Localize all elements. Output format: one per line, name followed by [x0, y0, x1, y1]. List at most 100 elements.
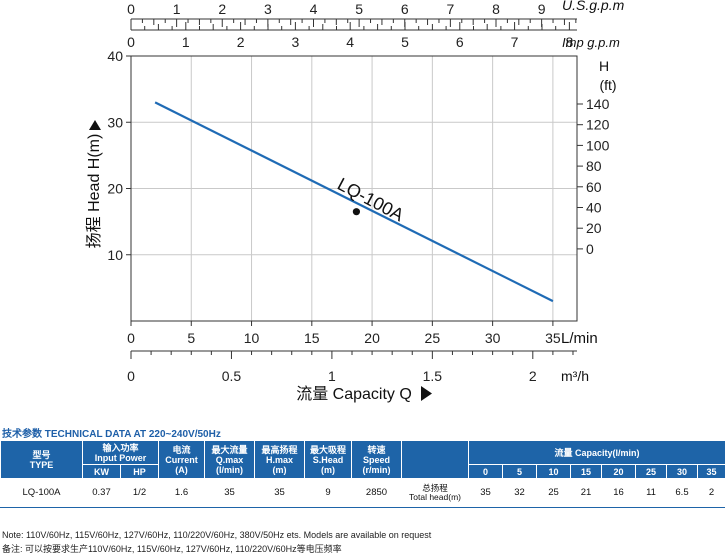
y2-tick-label: 80 — [586, 158, 602, 174]
kw-header: KW — [82, 464, 121, 479]
impgpm-axis-label: Imp g.p.m — [562, 35, 620, 50]
usgpm-tick-label: 8 — [492, 1, 500, 17]
cap-col-25: 25 — [635, 464, 667, 479]
qmax-cn: 最大流量 — [211, 444, 248, 455]
hp-cell: 1/2 — [120, 478, 159, 508]
hmax-en: H.max — [265, 454, 293, 465]
y2-tick-label: 60 — [586, 179, 602, 195]
speed-unit: (r/min) — [362, 464, 391, 475]
impgpm-tick-label: 4 — [346, 34, 354, 50]
qmax-cell: 35 — [204, 478, 255, 508]
x-tick-label: 25 — [425, 330, 441, 346]
technical-data-title: 技术参数 TECHNICAL DATA AT 220~240V/50Hz — [2, 429, 221, 440]
y2-tick-label: 0 — [586, 241, 594, 257]
current-unit: (A) — [175, 464, 188, 475]
y2-axis-title-ft: (ft) — [599, 77, 616, 93]
usgpm-tick-label: 3 — [264, 1, 272, 17]
usgpm-axis-label: U.S.g.p.m — [562, 0, 625, 13]
y2-tick-label: 20 — [586, 220, 602, 236]
total-head-cell: 总扬程 Total head(m) — [401, 478, 469, 508]
m3h-tick-label: 2 — [529, 368, 537, 384]
cap-col-10: 10 — [536, 464, 571, 479]
m3h-axis-label: m³/h — [561, 368, 589, 384]
x-tick-label: 20 — [364, 330, 380, 346]
kw-cell: 0.37 — [82, 478, 121, 508]
m3h-tick-label: 0.5 — [222, 368, 242, 384]
impgpm-tick-label: 3 — [291, 34, 299, 50]
impgpm-tick-label: 0 — [127, 34, 135, 50]
hmax-unit: (m) — [272, 464, 287, 475]
impgpm-tick-label: 2 — [237, 34, 245, 50]
input-power-en: Input Power — [94, 452, 147, 463]
shead-cn: 最大吸程 — [309, 444, 346, 455]
input-power-header: 输入功率 Input Power — [82, 440, 159, 465]
y2-tick-label: 100 — [586, 137, 610, 153]
head-cell-5: 32 — [502, 478, 537, 508]
head-cell-10: 25 — [536, 478, 571, 508]
type-header-cn: 型号 — [32, 449, 51, 460]
head-cell-30: 6.5 — [666, 478, 698, 508]
table-row: LQ-100A 0.37 1/2 1.6 35 35 9 2850 总扬程 To… — [0, 478, 725, 508]
usgpm-tick-label: 9 — [538, 1, 546, 17]
type-header-en: TYPE — [29, 459, 54, 470]
y-tick-label: 30 — [107, 114, 123, 130]
impgpm-tick-label: 5 — [401, 34, 409, 50]
chart-series — [154, 101, 554, 303]
impgpm-tick-label: 6 — [456, 34, 464, 50]
qmax-en: Q.max — [215, 454, 244, 465]
marked-point — [352, 208, 361, 216]
cap-col-0: 0 — [468, 464, 503, 479]
impgpm-tick-label: 7 — [511, 34, 519, 50]
head-cell-35: 2 — [696, 478, 725, 508]
usgpm-tick-label: 5 — [355, 1, 363, 17]
qmax-header: 最大流量 Q.max (l/min) — [204, 440, 255, 479]
speed-cn: 转速 — [367, 444, 386, 455]
speed-en: Speed — [362, 454, 390, 465]
shead-header: 最大吸程 S.Head (m) — [304, 440, 352, 479]
m3h-tick-label: 1 — [328, 368, 336, 384]
impgpm-tick-label: 8 — [565, 34, 573, 50]
cap-col-35: 35 — [696, 464, 725, 479]
usgpm-tick-label: 1 — [173, 1, 181, 17]
shead-cell: 9 — [304, 478, 352, 508]
type-cell: LQ-100A — [0, 478, 83, 508]
current-cn: 电流 — [172, 444, 191, 455]
series-line-lq-100a — [154, 101, 554, 303]
x-tick-label: 10 — [244, 330, 260, 346]
head-cell-25: 11 — [635, 478, 667, 508]
y2-axis-title-h: H — [599, 58, 609, 74]
capacity-arrow-icon — [421, 386, 432, 401]
y-tick-label: 10 — [107, 247, 123, 263]
type-header: 型号 TYPE — [0, 440, 83, 479]
note-english: Note: 110V/60Hz, 115V/60Hz, 127V/60Hz, 1… — [2, 530, 432, 540]
m3h-tick-label: 0 — [127, 368, 135, 384]
series-label: LQ-100A — [334, 174, 407, 225]
impgpm-tick-label: 1 — [182, 34, 190, 50]
note-chinese: 备注: 可以按要求生产110V/60Hz, 115V/60Hz, 127V/60… — [2, 544, 342, 554]
usgpm-tick-label: 6 — [401, 1, 409, 17]
cap-col-30: 30 — [666, 464, 698, 479]
speed-header: 转速 Speed (r/min) — [351, 440, 402, 479]
current-cell: 1.6 — [158, 478, 205, 508]
head-cell-20: 16 — [601, 478, 636, 508]
qmax-unit: (l/min) — [216, 464, 243, 475]
cap-col-5: 5 — [502, 464, 537, 479]
capacity-header: 流量 Capacity(l/min) — [467, 440, 725, 465]
hmax-cn: 最高扬程 — [261, 444, 298, 455]
x-tick-label: 35 — [545, 330, 561, 346]
y-axis-title: 扬程 Head H(m) — [85, 134, 103, 249]
hp-header: HP — [120, 464, 159, 479]
blank-header — [401, 440, 469, 479]
y2-tick-label: 40 — [586, 200, 602, 216]
usgpm-tick-label: 4 — [310, 1, 318, 17]
x-tick-label: 30 — [485, 330, 501, 346]
y-tick-label: 20 — [107, 181, 123, 197]
shead-en: S.Head — [312, 454, 344, 465]
x-tick-label: 0 — [127, 330, 135, 346]
m3h-tick-label: 1.5 — [423, 368, 443, 384]
y2-tick-label: 140 — [586, 96, 610, 112]
total-head-cn: 总扬程 — [422, 483, 448, 493]
y2-tick-label: 120 — [586, 117, 610, 133]
lmin-axis-label: L/min — [561, 330, 598, 347]
